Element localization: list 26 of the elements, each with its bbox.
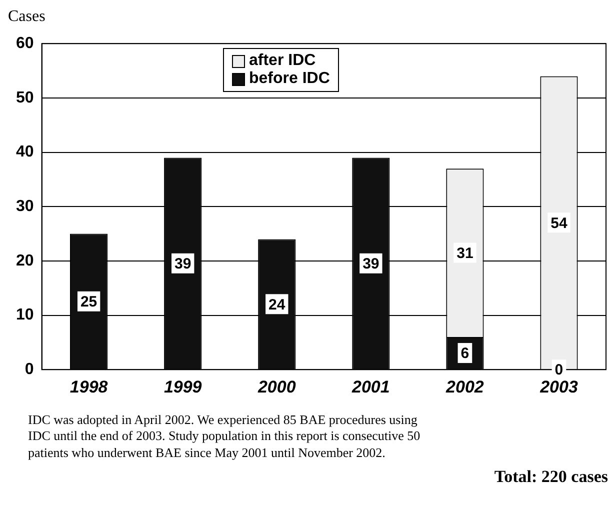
y-tick-label: 40 xyxy=(16,144,34,161)
data-label: 31 xyxy=(456,244,474,262)
data-label: 54 xyxy=(550,214,568,232)
annotation: 0 xyxy=(554,362,564,379)
text: IDC was adopted in April 2002. We experienced 85 BAE procedures using IDC until the end of 2003. Study population in this report is consecutive 50 patients who underwent BAE since May 2001 until November 2002. xyxy=(28,412,422,461)
data-label: 6 xyxy=(460,345,470,362)
y-axis-title: Cases xyxy=(8,8,46,26)
legend-label: after IDC xyxy=(249,52,316,70)
y-tick-label: 50 xyxy=(16,89,34,106)
text: Total: 220 cases xyxy=(493,466,608,487)
x-tick-label: 2000 xyxy=(256,377,296,396)
x-tick-label: 1998 xyxy=(70,377,108,396)
y-tick-label: 60 xyxy=(16,35,34,52)
y-tick-label: 0 xyxy=(24,361,34,378)
x-tick-label: 1999 xyxy=(164,377,202,396)
data-label: 39 xyxy=(362,256,380,273)
y-tick-label: 10 xyxy=(16,306,34,324)
x-tick-label: 2002 xyxy=(445,377,484,396)
legend-label: before IDC xyxy=(249,70,330,88)
y-tick-label: 20 xyxy=(16,252,34,270)
data-label: 25 xyxy=(80,294,98,311)
x-tick-label: 2001 xyxy=(351,377,390,396)
data-label: 39 xyxy=(174,256,192,273)
x-tick-label: 2003 xyxy=(539,377,578,396)
y-tick-label: 30 xyxy=(16,198,34,216)
data-label: 24 xyxy=(268,296,286,314)
